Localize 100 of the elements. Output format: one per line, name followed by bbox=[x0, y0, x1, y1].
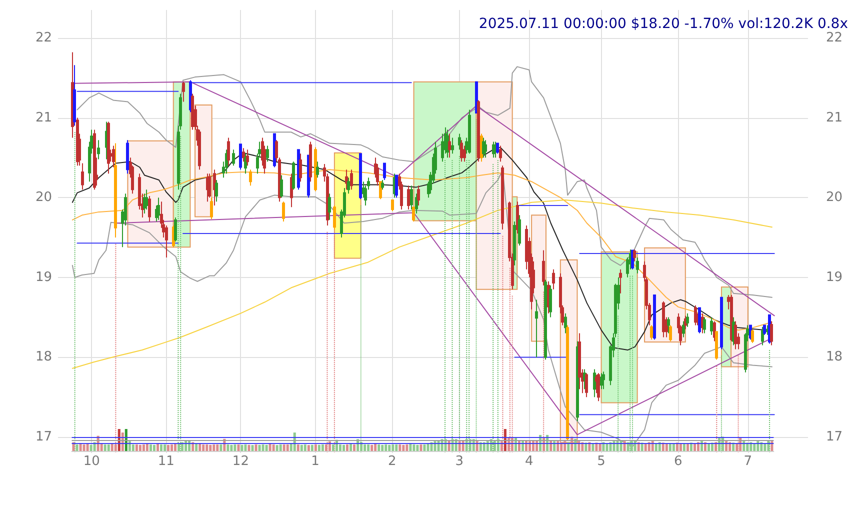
candlestick bbox=[97, 140, 100, 160]
bar bbox=[206, 444, 208, 451]
candlestick bbox=[682, 320, 685, 338]
candlestick bbox=[213, 169, 216, 206]
bar bbox=[160, 444, 163, 451]
bar bbox=[202, 444, 205, 451]
candlestick bbox=[633, 248, 636, 262]
bar bbox=[672, 444, 675, 451]
candlestick bbox=[126, 140, 129, 174]
candlestick bbox=[410, 185, 413, 210]
bar bbox=[314, 444, 317, 451]
bar bbox=[370, 444, 374, 451]
candlestick bbox=[145, 189, 148, 210]
candlestick bbox=[715, 331, 718, 360]
candlestick bbox=[703, 316, 706, 334]
candlestick bbox=[232, 149, 235, 166]
candlestick bbox=[549, 284, 552, 318]
bar bbox=[220, 444, 222, 451]
bar bbox=[300, 444, 303, 451]
bar bbox=[668, 443, 672, 451]
candlestick bbox=[460, 140, 463, 162]
bar bbox=[764, 443, 766, 451]
bar bbox=[304, 444, 306, 451]
candlestick bbox=[157, 197, 160, 220]
y-tick-label: 19 bbox=[35, 270, 52, 285]
bar bbox=[500, 441, 503, 451]
bar bbox=[665, 443, 668, 451]
candlestick bbox=[407, 185, 410, 210]
bar bbox=[756, 441, 760, 451]
x-tick-label: 10 bbox=[83, 454, 100, 469]
candlestick bbox=[516, 201, 519, 234]
candlestick bbox=[316, 161, 319, 178]
bar bbox=[195, 443, 198, 451]
y-tick-label: 20 bbox=[35, 190, 52, 206]
candlestick bbox=[763, 324, 766, 336]
bar bbox=[282, 444, 286, 451]
candlestick bbox=[766, 324, 769, 336]
candlestick bbox=[148, 195, 151, 222]
y2-tick-label: 19 bbox=[826, 270, 843, 285]
bar bbox=[321, 444, 324, 451]
bar bbox=[434, 441, 436, 451]
y2-tick-label: 18 bbox=[826, 350, 843, 365]
candlestick bbox=[600, 372, 603, 390]
bar bbox=[198, 444, 202, 451]
bar bbox=[708, 443, 710, 451]
bar bbox=[279, 444, 282, 451]
bar bbox=[553, 441, 556, 451]
candlestick bbox=[597, 372, 600, 402]
candlestick bbox=[477, 100, 480, 162]
bar bbox=[753, 443, 756, 451]
candlestick bbox=[653, 294, 656, 340]
bar bbox=[651, 441, 654, 451]
candlestick bbox=[345, 169, 348, 190]
candlestick bbox=[93, 129, 96, 190]
bar bbox=[209, 444, 212, 451]
bar bbox=[592, 443, 594, 451]
bar bbox=[128, 441, 131, 451]
candlestick bbox=[578, 332, 581, 390]
bar bbox=[240, 444, 244, 451]
bar bbox=[654, 443, 658, 451]
bar bbox=[353, 444, 356, 451]
candlestick bbox=[105, 121, 108, 160]
bar bbox=[682, 444, 686, 451]
bar bbox=[350, 444, 352, 451]
candlestick bbox=[71, 52, 74, 138]
bar bbox=[86, 444, 89, 451]
candlestick bbox=[328, 193, 331, 220]
bar bbox=[423, 444, 426, 451]
bar bbox=[412, 444, 416, 451]
y2-tick-label: 20 bbox=[826, 190, 843, 206]
bar bbox=[686, 443, 689, 451]
bar bbox=[364, 444, 366, 451]
candlestick bbox=[107, 121, 110, 174]
bar bbox=[272, 444, 275, 451]
candlestick bbox=[208, 173, 211, 198]
candlestick bbox=[112, 145, 115, 168]
bar bbox=[230, 444, 233, 451]
candlestick bbox=[496, 142, 499, 154]
candlestick bbox=[174, 217, 177, 242]
candlestick bbox=[720, 296, 723, 350]
candlestick bbox=[698, 307, 701, 334]
candlestick bbox=[182, 81, 185, 102]
x-tick-label: 6 bbox=[674, 454, 682, 469]
bar bbox=[310, 444, 314, 451]
bar bbox=[476, 441, 478, 451]
bar bbox=[237, 444, 240, 451]
bar bbox=[367, 444, 370, 451]
candlestick bbox=[266, 145, 269, 162]
bar bbox=[725, 441, 728, 451]
candlestick bbox=[451, 137, 454, 154]
bar bbox=[644, 443, 647, 451]
bar bbox=[700, 441, 704, 451]
bar bbox=[598, 443, 602, 451]
bar bbox=[612, 441, 616, 451]
y2-tick-label: 22 bbox=[826, 30, 843, 46]
candlestick bbox=[710, 316, 713, 336]
bar bbox=[82, 444, 86, 451]
bar bbox=[332, 444, 334, 451]
candlestick bbox=[292, 161, 295, 190]
bar bbox=[578, 441, 580, 451]
